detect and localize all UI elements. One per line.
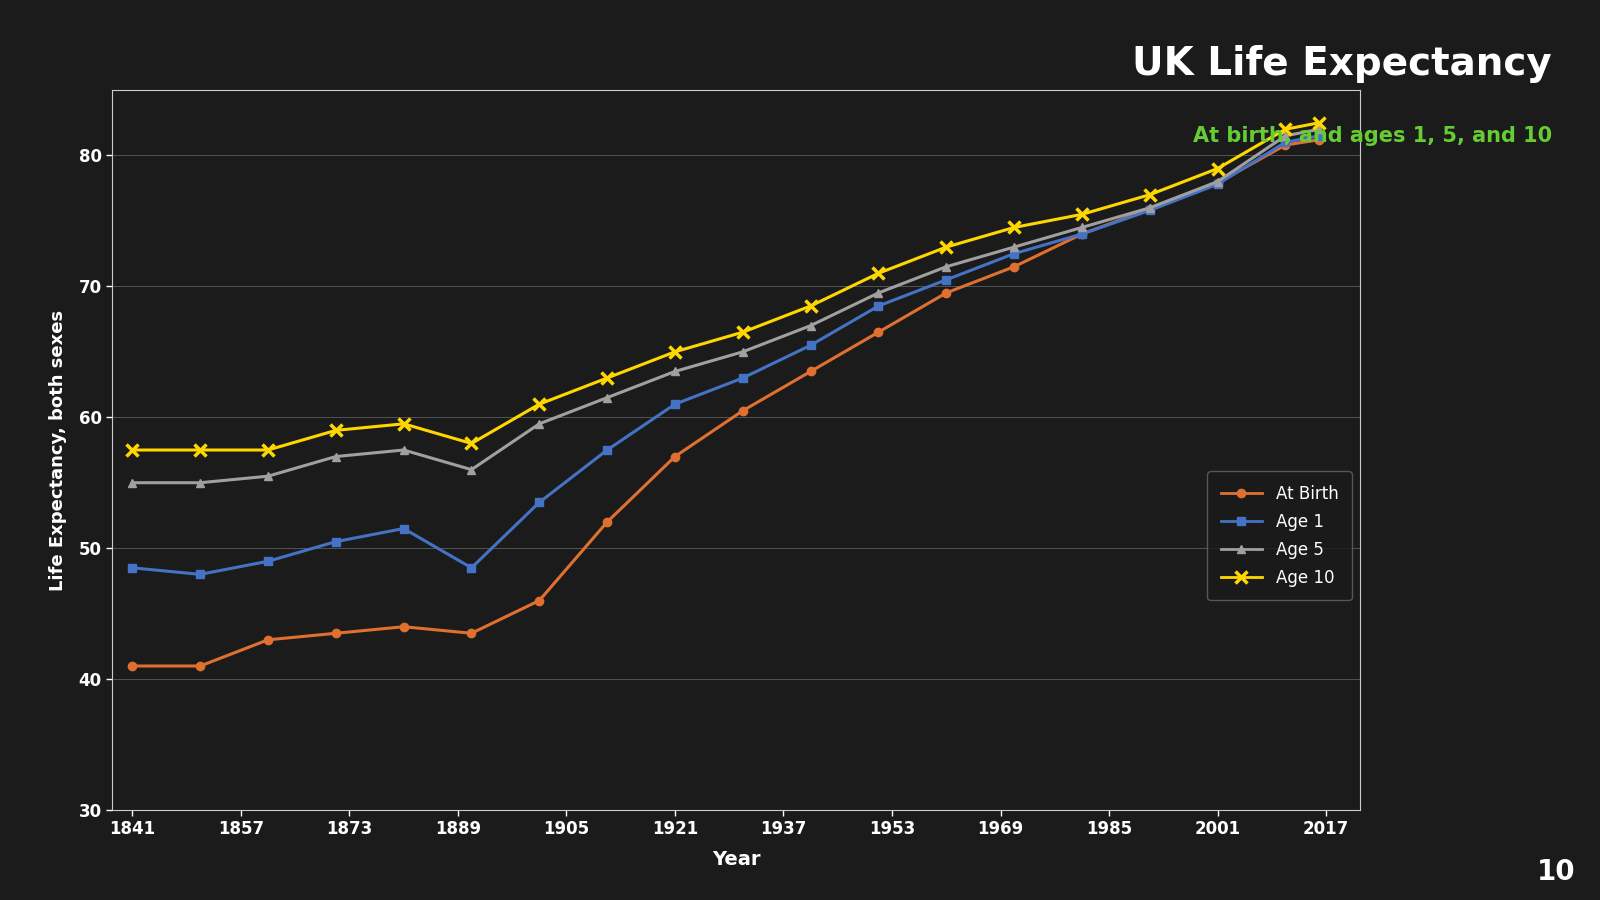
Age 1 bbox=[394, 523, 413, 534]
Age 5 bbox=[190, 477, 210, 488]
At Birth bbox=[1275, 140, 1294, 150]
Age 5 bbox=[869, 287, 888, 298]
Text: UK Life Expectancy: UK Life Expectancy bbox=[1133, 45, 1552, 83]
Age 1 bbox=[326, 536, 346, 547]
Age 10 bbox=[394, 418, 413, 429]
Line: At Birth: At Birth bbox=[128, 136, 1323, 670]
At Birth bbox=[530, 595, 549, 606]
Y-axis label: Life Expectancy, both sexes: Life Expectancy, both sexes bbox=[50, 310, 67, 590]
Age 5 bbox=[259, 471, 278, 482]
At Birth bbox=[1072, 229, 1091, 239]
Age 5 bbox=[936, 261, 955, 272]
Age 1 bbox=[936, 274, 955, 285]
Age 10 bbox=[733, 327, 752, 338]
Age 5 bbox=[530, 418, 549, 429]
Age 5 bbox=[1072, 222, 1091, 233]
Age 10 bbox=[597, 373, 616, 383]
Age 1 bbox=[190, 569, 210, 580]
Age 1 bbox=[869, 301, 888, 311]
At Birth bbox=[597, 517, 616, 527]
At Birth bbox=[1208, 177, 1227, 188]
Text: 10: 10 bbox=[1538, 859, 1576, 886]
Age 5 bbox=[1310, 124, 1330, 135]
At Birth bbox=[326, 628, 346, 639]
Age 10 bbox=[1141, 189, 1160, 200]
Age 5 bbox=[1208, 176, 1227, 187]
Age 10 bbox=[123, 445, 142, 455]
Age 1 bbox=[530, 497, 549, 508]
Line: Age 1: Age 1 bbox=[128, 131, 1323, 579]
At Birth bbox=[1141, 203, 1160, 214]
Age 5 bbox=[802, 320, 821, 331]
Age 10 bbox=[259, 445, 278, 455]
Age 1 bbox=[597, 445, 616, 455]
Age 1 bbox=[1072, 229, 1091, 239]
Age 5 bbox=[462, 464, 482, 475]
Line: Age 10: Age 10 bbox=[126, 117, 1325, 455]
Age 1 bbox=[259, 556, 278, 567]
Age 10 bbox=[802, 301, 821, 311]
Age 10 bbox=[326, 425, 346, 436]
Age 10 bbox=[190, 445, 210, 455]
Age 1 bbox=[666, 399, 685, 410]
Age 10 bbox=[666, 346, 685, 357]
At Birth bbox=[869, 327, 888, 338]
Age 5 bbox=[123, 477, 142, 488]
At Birth bbox=[802, 366, 821, 377]
At Birth bbox=[1310, 134, 1330, 145]
Age 10 bbox=[1072, 209, 1091, 220]
At Birth bbox=[733, 405, 752, 416]
At Birth bbox=[123, 661, 142, 671]
At Birth bbox=[936, 287, 955, 298]
Age 1 bbox=[733, 373, 752, 383]
Line: Age 5: Age 5 bbox=[128, 125, 1323, 487]
At Birth bbox=[666, 451, 685, 462]
Age 1 bbox=[123, 562, 142, 573]
At Birth bbox=[190, 661, 210, 671]
Age 5 bbox=[394, 445, 413, 455]
Age 1 bbox=[1275, 137, 1294, 148]
Age 10 bbox=[462, 438, 482, 449]
Age 10 bbox=[1208, 163, 1227, 174]
Age 10 bbox=[1005, 222, 1024, 233]
Text: At birth, and ages 1, 5, and 10: At birth, and ages 1, 5, and 10 bbox=[1194, 126, 1552, 146]
Age 10 bbox=[1310, 117, 1330, 128]
Age 5 bbox=[1141, 202, 1160, 213]
At Birth bbox=[394, 621, 413, 632]
Age 1 bbox=[1208, 179, 1227, 190]
Age 1 bbox=[462, 562, 482, 573]
Age 1 bbox=[802, 340, 821, 351]
Age 5 bbox=[326, 451, 346, 462]
Age 1 bbox=[1005, 248, 1024, 259]
At Birth bbox=[1005, 261, 1024, 272]
X-axis label: Year: Year bbox=[712, 850, 760, 868]
Legend: At Birth, Age 1, Age 5, Age 10: At Birth, Age 1, Age 5, Age 10 bbox=[1208, 472, 1352, 600]
Age 5 bbox=[1005, 242, 1024, 253]
Age 1 bbox=[1141, 205, 1160, 216]
Age 10 bbox=[530, 399, 549, 410]
Age 5 bbox=[733, 346, 752, 357]
Age 10 bbox=[869, 268, 888, 279]
Age 10 bbox=[936, 242, 955, 253]
Age 5 bbox=[597, 392, 616, 403]
At Birth bbox=[259, 634, 278, 645]
At Birth bbox=[462, 628, 482, 639]
Age 5 bbox=[666, 366, 685, 377]
Age 1 bbox=[1310, 130, 1330, 141]
Age 5 bbox=[1275, 130, 1294, 141]
Age 10 bbox=[1275, 124, 1294, 135]
